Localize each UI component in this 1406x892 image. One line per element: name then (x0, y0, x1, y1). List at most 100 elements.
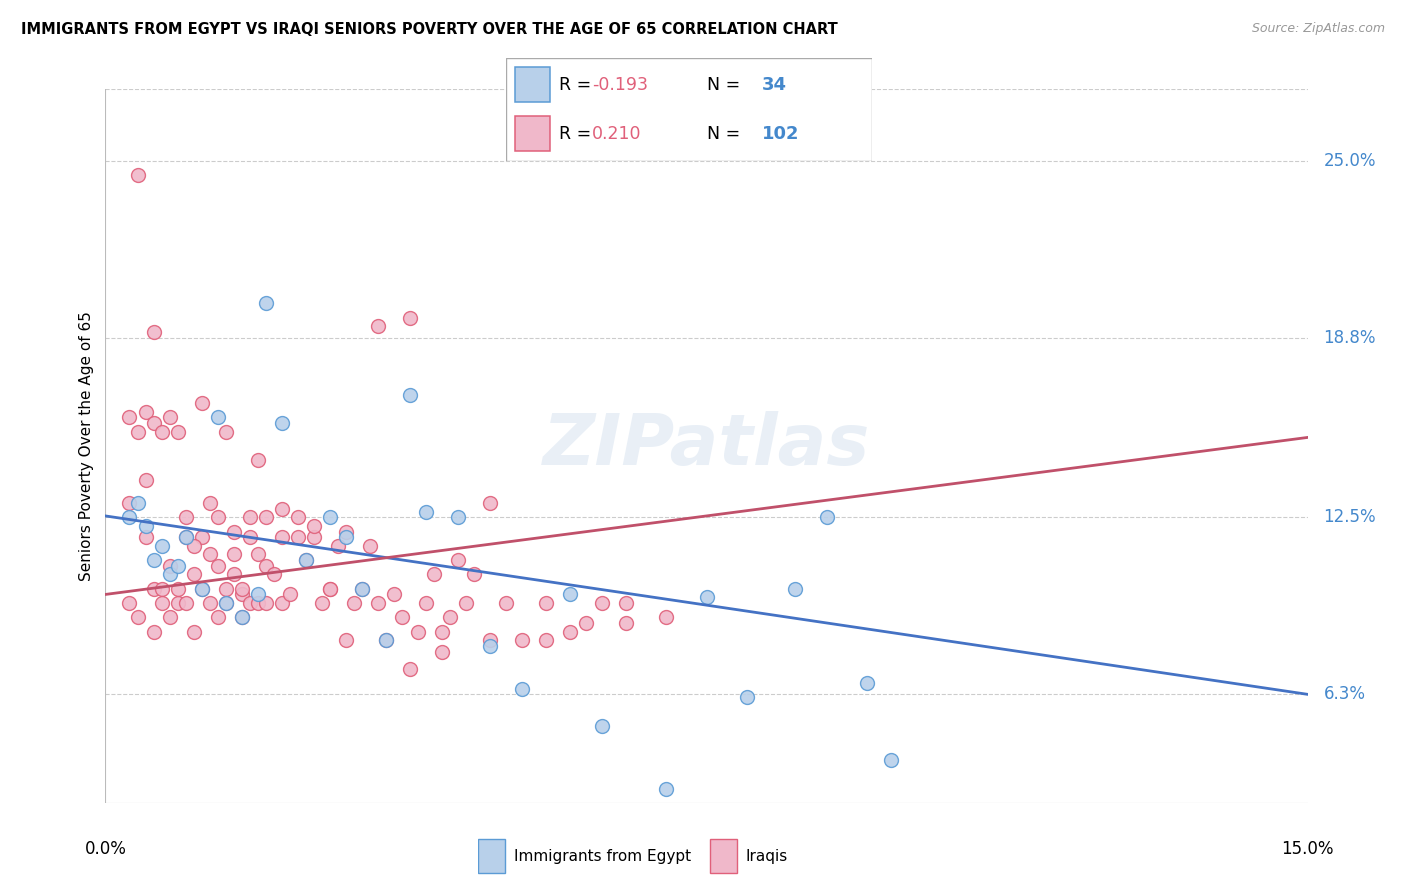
Text: 0.0%: 0.0% (84, 840, 127, 858)
Point (374, 633, 398, 648)
Point (142, 624, 165, 639)
Point (135, 519, 157, 533)
Point (391, 610, 413, 624)
Point (263, 567, 285, 582)
Point (222, 548, 245, 562)
Point (207, 410, 229, 425)
Point (118, 410, 141, 425)
Point (246, 596, 269, 610)
Point (174, 530, 197, 544)
Point (575, 615, 598, 630)
Bar (515, 67, 550, 103)
Point (855, 676, 877, 690)
Text: 6.3%: 6.3% (1323, 685, 1365, 703)
Point (302, 530, 325, 544)
Point (295, 553, 318, 567)
Point (454, 596, 477, 610)
Point (534, 633, 557, 648)
Point (246, 453, 269, 467)
Text: Iraqis: Iraqis (747, 849, 789, 863)
Point (127, 168, 149, 182)
Point (214, 596, 236, 610)
Point (335, 530, 357, 544)
Point (118, 496, 141, 510)
Point (222, 524, 245, 539)
Point (135, 473, 157, 487)
Point (439, 610, 461, 624)
Point (270, 416, 292, 430)
Point (142, 553, 165, 567)
Point (616, 615, 638, 630)
Text: 25.0%: 25.0% (1323, 152, 1376, 169)
Point (343, 596, 366, 610)
Point (159, 567, 181, 582)
Point (423, 567, 446, 582)
Point (463, 567, 485, 582)
Point (118, 596, 141, 610)
Point (367, 596, 389, 610)
Point (335, 633, 357, 648)
Point (406, 624, 429, 639)
Y-axis label: Seniors Poverty Over the Age of 65: Seniors Poverty Over the Age of 65 (79, 311, 94, 581)
Point (135, 530, 157, 544)
Point (382, 587, 405, 601)
Point (311, 596, 333, 610)
Point (287, 530, 309, 544)
Point (183, 567, 205, 582)
Point (783, 582, 806, 596)
Point (207, 610, 229, 624)
Point (150, 539, 173, 553)
Point (399, 662, 422, 676)
Point (319, 582, 342, 596)
Point (239, 530, 262, 544)
Point (183, 539, 205, 553)
Point (399, 387, 422, 401)
Point (270, 501, 292, 516)
Text: N =: N = (707, 125, 741, 143)
Point (174, 530, 197, 544)
Point (166, 425, 188, 439)
Point (159, 410, 181, 425)
Point (415, 596, 437, 610)
Point (655, 610, 678, 624)
Text: N =: N = (707, 76, 741, 94)
Text: R =: R = (560, 76, 598, 94)
Text: 12.5%: 12.5% (1323, 508, 1376, 526)
Point (174, 510, 197, 524)
Point (655, 781, 678, 796)
Bar (515, 116, 550, 152)
Point (278, 587, 301, 601)
Point (430, 624, 453, 639)
Point (183, 624, 205, 639)
Point (696, 591, 718, 605)
Point (534, 596, 557, 610)
Text: R =: R = (560, 125, 602, 143)
Point (510, 633, 533, 648)
Text: IMMIGRANTS FROM EGYPT VS IRAQI SENIORS POVERTY OVER THE AGE OF 65 CORRELATION CH: IMMIGRANTS FROM EGYPT VS IRAQI SENIORS P… (21, 22, 838, 37)
Point (350, 582, 373, 596)
Point (231, 587, 253, 601)
Point (254, 596, 277, 610)
Point (135, 405, 157, 419)
Text: 0.210: 0.210 (592, 125, 641, 143)
Point (190, 582, 212, 596)
Point (495, 596, 517, 610)
Text: -0.193: -0.193 (592, 76, 648, 94)
Point (335, 524, 357, 539)
Point (591, 596, 613, 610)
Point (815, 510, 838, 524)
Point (150, 582, 173, 596)
Point (239, 510, 262, 524)
Point (166, 596, 188, 610)
Point (190, 582, 212, 596)
Point (198, 596, 221, 610)
Point (270, 530, 292, 544)
Point (127, 425, 149, 439)
Point (231, 582, 253, 596)
Point (735, 690, 758, 705)
Text: 34: 34 (762, 76, 787, 94)
Text: 18.8%: 18.8% (1323, 328, 1376, 346)
Point (510, 681, 533, 696)
Text: Source: ZipAtlas.com: Source: ZipAtlas.com (1251, 22, 1385, 36)
Point (254, 510, 277, 524)
